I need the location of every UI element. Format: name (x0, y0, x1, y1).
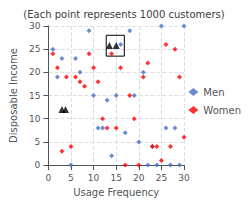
svg-text:20: 20 (29, 67, 41, 77)
svg-text:15: 15 (29, 91, 40, 101)
svg-text:10: 10 (88, 173, 100, 183)
svg-text:0: 0 (35, 160, 41, 170)
svg-text:20: 20 (133, 173, 145, 183)
svg-text:Usage Frequency: Usage Frequency (73, 187, 159, 198)
svg-text:15: 15 (110, 173, 121, 183)
svg-text:30: 30 (178, 173, 190, 183)
svg-text:30: 30 (29, 21, 41, 31)
svg-text:5: 5 (35, 137, 41, 147)
svg-text:25: 25 (156, 173, 167, 183)
svg-text:25: 25 (29, 44, 40, 54)
svg-text:0: 0 (45, 173, 51, 183)
svg-text:Men: Men (203, 87, 224, 98)
svg-text:(Each point represents 1000 cu: (Each point represents 1000 customers) (23, 9, 224, 20)
svg-text:5: 5 (68, 173, 74, 183)
svg-text:Disposable Income: Disposable Income (8, 48, 19, 143)
svg-text:Women: Women (203, 105, 241, 116)
svg-text:10: 10 (29, 114, 41, 124)
